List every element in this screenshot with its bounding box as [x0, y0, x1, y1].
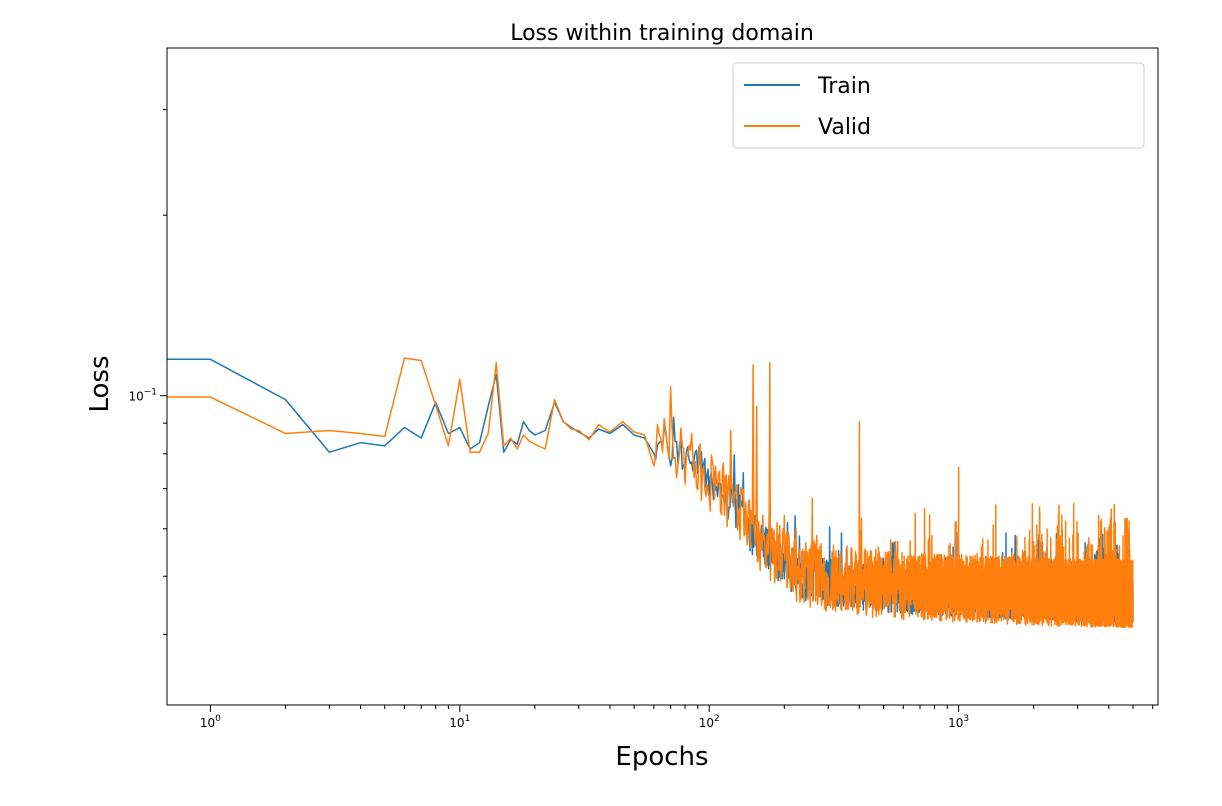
x-tick-label: 100 [200, 714, 221, 730]
plot-frame [166, 47, 1159, 706]
legend-box [732, 62, 1145, 149]
x-axis-ticks: 100 101 102 103 [200, 705, 1154, 730]
x-tick-label: 102 [699, 714, 720, 730]
x-tick-label: 101 [449, 714, 470, 730]
y-tick-label: 10−1 [128, 388, 157, 404]
legend-label-train: Train [817, 74, 871, 99]
y-axis-label: Loss [85, 355, 115, 412]
chart-title: Loss within training domain [510, 21, 814, 46]
series-line-valid [167, 357, 1134, 629]
legend-label-valid: Valid [818, 115, 871, 140]
legend: Train Valid [732, 62, 1145, 149]
x-tick-label: 103 [948, 714, 969, 730]
series-layer [167, 357, 1134, 629]
y-axis-ticks: 10−1 [128, 109, 167, 635]
x-axis-label: Epochs [615, 742, 708, 772]
